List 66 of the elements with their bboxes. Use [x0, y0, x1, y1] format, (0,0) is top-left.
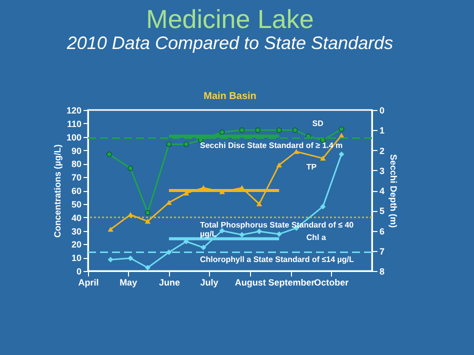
point	[320, 156, 326, 161]
y-tick-label: 0	[76, 266, 82, 276]
point	[338, 126, 344, 132]
y2-tick-label: 0	[380, 106, 385, 116]
point	[276, 231, 282, 237]
y-tick-label: 120	[66, 106, 82, 116]
y-tick-label: 100	[66, 132, 82, 142]
point	[239, 232, 245, 238]
point	[320, 204, 326, 210]
point	[255, 127, 261, 133]
x-tick-label: June	[158, 278, 180, 288]
y2-tick-label: 2	[380, 146, 385, 156]
y2-tick-label: 7	[380, 246, 385, 256]
point	[108, 227, 114, 232]
y-tick-label: 70	[71, 172, 82, 183]
x-tick-label: September	[268, 278, 316, 288]
point	[256, 202, 262, 206]
y2-axis-title: Secchi Depth (m)	[388, 154, 399, 228]
point	[166, 142, 172, 147]
point	[166, 200, 172, 205]
y2-tick-label: 5	[380, 206, 385, 216]
chart-subtitle: 2010 Data Compared to State Standards	[66, 33, 394, 53]
point	[294, 149, 299, 154]
y-tick-label: 50	[71, 199, 82, 210]
point	[292, 127, 298, 133]
y2-tick-label: 4	[380, 186, 385, 196]
x-tick-label: August	[234, 278, 266, 288]
x-tick-label: May	[120, 278, 138, 288]
chart-title: Medicine Lake	[146, 4, 314, 34]
point	[219, 129, 225, 135]
point	[145, 219, 150, 224]
y-axis-title: Concentrations (µg/L)	[52, 144, 62, 238]
point	[128, 256, 134, 261]
y-tick-label: 110	[66, 118, 82, 129]
x-tick-label: July	[200, 278, 218, 288]
point	[276, 127, 282, 133]
y-tick-label: 80	[71, 159, 82, 170]
point	[276, 162, 282, 168]
y2-tick-label: 1	[380, 126, 385, 136]
point	[106, 152, 112, 157]
x-tick-label: April	[78, 278, 99, 288]
y2-tick-label: 3	[380, 166, 385, 176]
ref-line-label: Chlorophyll a State Standard of ≤14 µg/L	[200, 255, 354, 264]
point	[200, 244, 206, 250]
point	[145, 265, 150, 270]
y-tick-label: 40	[71, 212, 82, 223]
point	[145, 210, 150, 216]
series-label: Chl a	[306, 233, 326, 242]
point	[184, 142, 189, 147]
y-tick-label: 10	[71, 253, 82, 264]
point	[338, 133, 344, 138]
point	[128, 166, 134, 172]
point	[239, 127, 245, 133]
y-tick-label: 30	[71, 226, 82, 236]
x-tick-label: October	[314, 278, 350, 288]
ref-line-label: Secchi Disc State Standard of ≥ 1.4 m	[200, 141, 343, 150]
y2-tick-label: 8	[380, 266, 385, 276]
y2-tick-label: 6	[380, 226, 385, 236]
y-tick-label: 60	[71, 186, 82, 196]
y-tick-label: 90	[71, 146, 82, 156]
text: Main Basin	[204, 91, 256, 102]
point	[108, 256, 114, 262]
point	[338, 152, 344, 157]
y-tick-label: 20	[71, 240, 82, 250]
series-label: SD	[312, 119, 324, 128]
series-label: TP	[306, 162, 318, 172]
